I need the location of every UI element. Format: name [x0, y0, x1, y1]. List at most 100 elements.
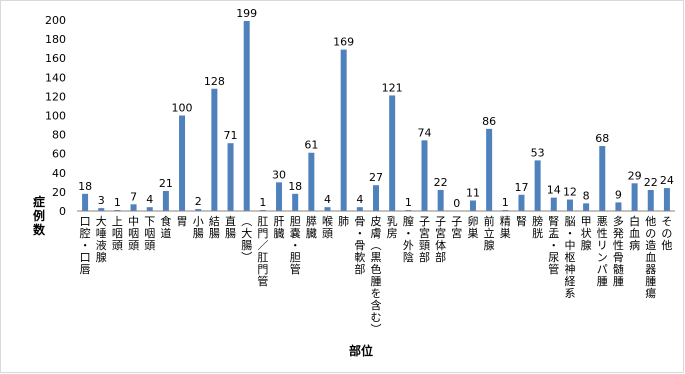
bar: [179, 115, 186, 211]
bar: [389, 95, 396, 211]
bar: [663, 188, 670, 211]
bar: [82, 193, 89, 211]
data-label: 68: [595, 132, 609, 145]
bar: [469, 200, 476, 211]
category-label: 大唾液腺: [96, 214, 107, 264]
data-label: 7: [130, 190, 137, 203]
data-label: 74: [417, 126, 431, 139]
bar: [227, 143, 234, 211]
data-label: 61: [304, 139, 318, 152]
y-tick-label: 0: [59, 205, 66, 218]
category-label: 肝臓: [274, 215, 285, 240]
data-label: 14: [547, 184, 561, 197]
data-label: 11: [466, 186, 480, 199]
data-label: 30: [272, 168, 286, 181]
category-label: 喉頭: [322, 215, 333, 240]
y-tick-label: 80: [52, 129, 66, 142]
y-tick-label: 60: [52, 148, 66, 161]
bars: [82, 20, 670, 212]
category-label: 食道: [160, 214, 171, 240]
category-label: 卵巣: [467, 215, 478, 240]
category-label: 小腸: [193, 215, 204, 240]
bar: [243, 20, 250, 211]
data-label: 86: [482, 115, 496, 128]
bar: [615, 202, 622, 211]
category-label: 膣・外陰: [403, 214, 414, 264]
y-tick-label: 200: [45, 14, 66, 27]
bar: [211, 88, 218, 211]
bar: [631, 183, 638, 211]
data-label: 128: [204, 75, 225, 88]
bar: [647, 189, 654, 211]
y-tick-label: 180: [45, 33, 66, 46]
y-tick-label: 100: [45, 110, 66, 123]
category-label: 胆嚢・胆管: [290, 215, 301, 276]
bar: [308, 152, 315, 211]
category-label: 膀胱: [532, 214, 543, 240]
bar: [98, 208, 105, 211]
category-label: 子宮頸部: [419, 215, 430, 264]
category-label: 膵臓: [306, 215, 317, 240]
bar: [599, 146, 606, 211]
category-label: 下咽頭: [144, 215, 155, 252]
data-label: 27: [369, 171, 383, 184]
y-axis-title: 症例数: [33, 194, 46, 237]
category-label: 乳房: [387, 215, 398, 240]
data-label: 0: [453, 197, 460, 210]
data-label: 17: [514, 181, 528, 194]
y-tick-label: 160: [45, 52, 66, 65]
data-label: 169: [333, 36, 354, 49]
data-label: 4: [324, 193, 331, 206]
category-label: 白血病: [629, 214, 640, 252]
data-label: 9: [615, 188, 622, 201]
bar: [130, 204, 137, 211]
data-label: 71: [224, 129, 238, 142]
data-label: 53: [531, 146, 545, 159]
data-label: 8: [583, 189, 590, 202]
data-label: 21: [159, 177, 173, 190]
category-label: 皮膚︵黒色腫を含む︶: [371, 215, 382, 336]
category-label: 口腔・口唇: [80, 215, 91, 276]
category-label: 腎盂・尿管: [548, 215, 559, 276]
category-label: 前立腺: [484, 214, 495, 252]
data-label: 3: [98, 194, 105, 207]
bar: [340, 49, 347, 212]
data-label: 1: [259, 196, 266, 209]
data-label: 4: [146, 193, 153, 206]
category-label: 甲状腺: [581, 215, 592, 252]
bar: [534, 160, 541, 211]
category-label: ︵大腸︶: [241, 215, 252, 264]
data-label: 1: [405, 196, 412, 209]
data-label: 18: [78, 180, 92, 193]
category-label: 悪性リンパ腫: [597, 215, 608, 288]
bar: [162, 190, 169, 211]
category-label: 精巣: [500, 215, 511, 240]
category-label: 肛門／肛門管: [257, 215, 268, 288]
bar: [146, 207, 153, 211]
data-label: 18: [288, 180, 302, 193]
bar: [373, 185, 379, 211]
y-axis-ticks: 0 20 40 60 80 100 120 140 160 180 200: [45, 14, 66, 218]
bar: [421, 140, 428, 211]
category-label: その他: [661, 215, 672, 252]
bar: [486, 128, 493, 211]
bar: [276, 182, 283, 211]
data-label: 1: [502, 196, 509, 209]
data-label: 121: [382, 81, 403, 94]
category-label: 子宮: [451, 215, 462, 240]
bar: [550, 197, 557, 211]
y-tick-label: 20: [52, 186, 66, 199]
bar: [566, 199, 573, 211]
data-label: 100: [172, 102, 193, 115]
category-label: 骨・骨軟部: [354, 215, 365, 276]
data-label: 29: [628, 169, 642, 182]
category-label: 子宮体部: [435, 215, 446, 264]
category-label: 多発性骨髄腫: [613, 214, 624, 288]
bar: [292, 193, 299, 211]
data-label: 4: [356, 193, 363, 206]
bar: [437, 189, 444, 211]
bar: [583, 203, 590, 211]
category-label: 中咽頭: [128, 215, 139, 252]
x-axis-title: 部位: [349, 343, 373, 358]
